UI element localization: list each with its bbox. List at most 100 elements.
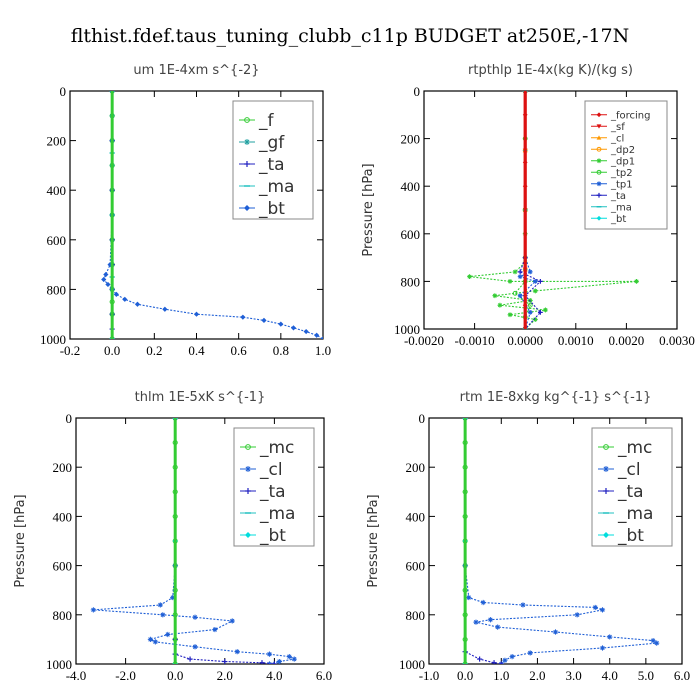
legend: _forcing_sf_cl_dp2_dp1_tp2_tp1_ta_ma_bt: [584, 100, 668, 230]
chart-panel-4: rtm 1E-8xkg kg^{-1} s^{-1} Pressure [hPa]…: [366, 390, 690, 683]
series-group: [90, 418, 297, 664]
legend-swatch-marker: [244, 161, 250, 167]
x-tick-label: 2.0: [217, 668, 233, 683]
data-point: [532, 288, 538, 294]
data-point: [527, 302, 533, 308]
data-point: [122, 296, 128, 302]
data-point: [466, 594, 472, 601]
legend: _mc_cl_ta_ma_bt: [591, 427, 673, 547]
legend-swatch-marker: [603, 466, 609, 472]
data-point: [527, 269, 533, 275]
data-point: [477, 656, 483, 662]
legend-entry: _forcing: [610, 110, 651, 121]
data-point: [512, 269, 518, 275]
series-group: [101, 91, 323, 339]
legend-swatch-marker: [596, 181, 602, 187]
data-point: [507, 312, 513, 318]
figure-title: flthist.fdef.taus_tuning_clubb_c11p BUDG…: [71, 25, 630, 47]
data-point: [105, 281, 111, 288]
legend-swatch-marker: [244, 139, 250, 145]
data-point: [261, 317, 267, 323]
plot-frame: [423, 90, 678, 330]
data-point: [240, 314, 246, 320]
legend-entry: _ta: [610, 191, 626, 202]
data-point: [162, 306, 168, 312]
data-point: [278, 321, 284, 327]
x-tick-label: 0.4: [188, 343, 205, 358]
data-point: [90, 607, 96, 613]
y-tick-label: 600: [401, 227, 421, 242]
x-tick-label: -2.0: [115, 668, 136, 683]
x-tick-label: 0.0: [104, 343, 120, 358]
series-group: [462, 418, 660, 664]
data-point: [552, 629, 559, 635]
legend-swatch-marker: [245, 466, 251, 472]
data-point: [527, 650, 533, 656]
data-point: [507, 279, 513, 284]
legend-swatch-marker: [596, 112, 602, 118]
y-tick-label: 600: [47, 233, 67, 248]
data-point: [532, 317, 538, 322]
x-tick-label: 6.0: [316, 668, 332, 683]
x-tick-label: -4.0: [66, 668, 87, 683]
legend-box: [591, 427, 673, 547]
legend-box: [584, 100, 668, 230]
panel-title: rtpthlp 1E-4x(kg K)/(kg s): [468, 63, 633, 78]
series-group: [467, 91, 639, 329]
y-tick-label: 0: [66, 411, 73, 426]
x-tick-label: 0.0000: [507, 333, 543, 348]
legend-entry: _tp2: [610, 168, 633, 179]
data-point: [187, 656, 193, 662]
y-tick-label: 1000: [40, 332, 66, 347]
data-point: [259, 660, 265, 664]
legend-box: [232, 100, 314, 220]
data-point: [290, 325, 297, 331]
legend-swatch-marker: [596, 124, 602, 129]
data-point: [134, 301, 141, 307]
legend-swatch-marker: [596, 146, 602, 152]
data-point: [498, 661, 504, 664]
x-tick-label: 0.0010: [558, 333, 594, 348]
legend-swatch-marker: [596, 158, 602, 164]
data-point: [303, 328, 309, 335]
data-point: [165, 631, 171, 638]
x-tick-label: 0.0030: [659, 333, 695, 348]
data-point: [492, 293, 498, 299]
data-point: [543, 307, 548, 313]
data-point: [291, 656, 297, 662]
data-point: [599, 607, 606, 613]
y-tick-label: 200: [53, 460, 73, 475]
data-point: [532, 279, 538, 284]
x-tick-label: 0.6: [231, 343, 248, 358]
y-tick-label: 800: [53, 608, 73, 623]
legend-entry: _bt: [617, 526, 644, 546]
series-line-cl: [464, 418, 659, 664]
y-tick-label: 1000: [399, 657, 425, 672]
legend-swatch-marker: [245, 444, 251, 450]
y-tick-label: 800: [47, 282, 67, 297]
data-point: [650, 638, 656, 644]
x-tick-label: 0.2: [146, 343, 162, 358]
panel-title: thlm 1E-5xK s^{-1}: [135, 390, 266, 405]
data-point: [271, 661, 277, 664]
legend-entry: _ta: [259, 482, 286, 502]
y-tick-label: 400: [47, 183, 67, 198]
data-point: [607, 634, 613, 640]
data-point: [212, 626, 218, 633]
legend-entry: _cl: [259, 460, 283, 480]
legend-swatch-marker: [244, 117, 250, 123]
data-point: [480, 599, 486, 606]
legend-swatch-marker: [244, 205, 250, 211]
data-point: [276, 658, 282, 664]
y-tick-label: 400: [53, 509, 73, 524]
x-tick-label: 1.0: [493, 668, 509, 683]
data-point: [537, 309, 543, 315]
data-point: [491, 660, 497, 664]
legend-entry: _gf: [258, 133, 285, 153]
data-point: [599, 645, 606, 651]
y-tick-label: 600: [406, 559, 426, 574]
data-point: [654, 640, 660, 646]
x-tick-label: 6.0: [674, 668, 690, 683]
y-tick-label: 1000: [46, 657, 72, 672]
